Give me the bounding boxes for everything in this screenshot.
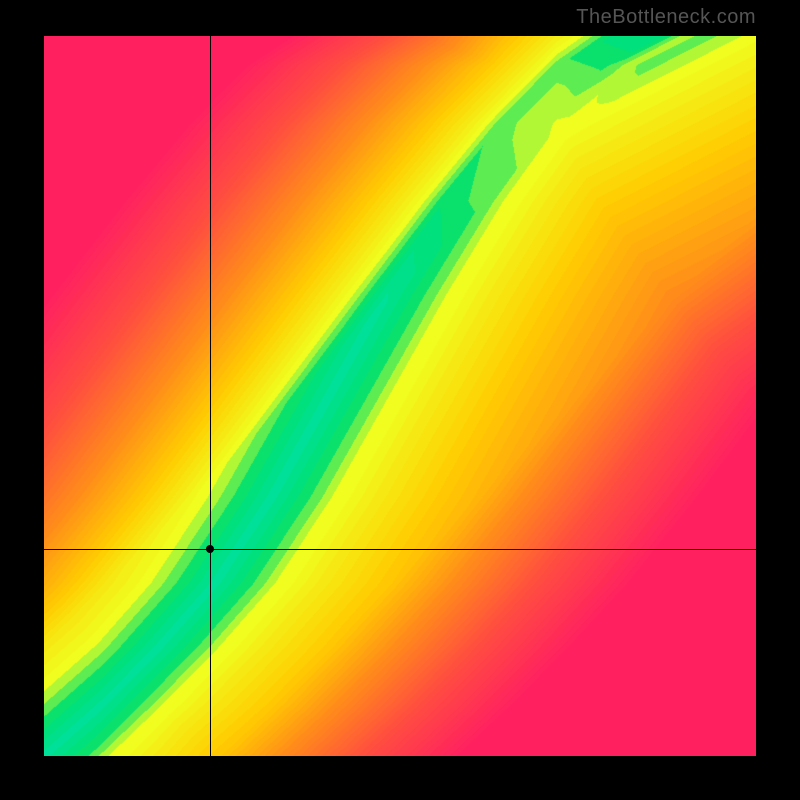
watermark-text: TheBottleneck.com — [576, 6, 756, 29]
heatmap-canvas — [44, 36, 756, 756]
crosshair-horizontal — [44, 549, 756, 550]
plot-area — [44, 36, 756, 756]
crosshair-vertical — [210, 36, 211, 756]
marker-dot — [206, 545, 214, 553]
